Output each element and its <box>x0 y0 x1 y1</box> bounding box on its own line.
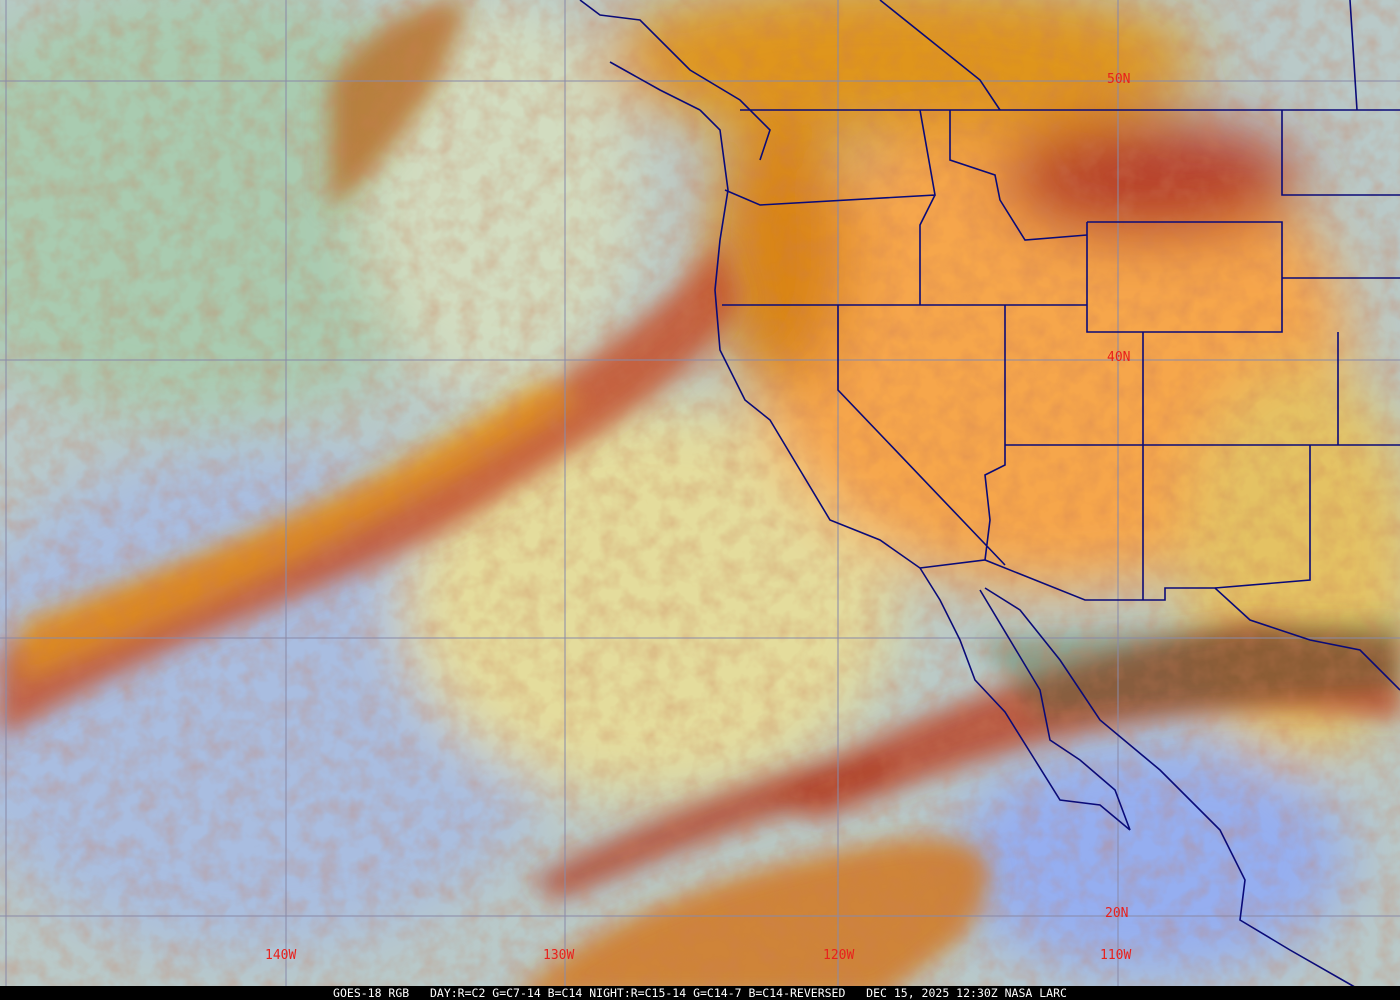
border-us-mexico <box>919 559 1400 691</box>
lon-label-140w: 140W <box>265 948 297 963</box>
coastline-baja-gulf <box>979 589 1131 831</box>
coastline-pacific <box>699 109 1131 831</box>
lon-label-110w: 110W <box>1100 948 1132 963</box>
state-borders <box>722 0 1400 600</box>
boundaries <box>579 0 1400 991</box>
lon-label-120w: 120W <box>823 948 855 963</box>
lon-label-130w: 130W <box>543 948 575 963</box>
lat-label-50n: 50N <box>1107 72 1131 87</box>
image-caption: GOES-18 RGB DAY:R=C2 G=C7-14 B=C14 NIGHT… <box>0 986 1400 1000</box>
coastline-bc <box>579 0 771 161</box>
coastline-mexico <box>984 587 1361 991</box>
lat-label-40n: 40N <box>1107 350 1131 365</box>
lat-label-20n: 20N <box>1105 906 1129 921</box>
